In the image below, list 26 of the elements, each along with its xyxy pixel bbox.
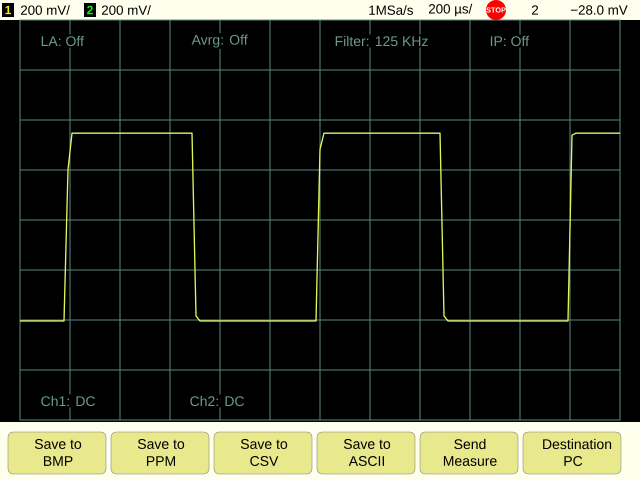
text: Ch1: DC (41, 396, 96, 406)
text: 200 mV/ (102, 5, 151, 15)
text: LA: Off (42, 36, 84, 46)
text: 2 (87, 6, 93, 14)
text: 200 µs/ (428, 4, 472, 16)
text: 1 (5, 6, 11, 14)
text: IP: Off (490, 36, 530, 46)
text: PC (564, 456, 582, 466)
text: BMP (44, 456, 72, 466)
text: PPM (146, 456, 176, 466)
text: 1MSa/s (369, 5, 413, 15)
text: Avrg: Off (192, 34, 248, 48)
text: ASCII (348, 456, 384, 466)
text: Send (454, 438, 486, 450)
text: Save to (34, 439, 82, 449)
text: 200 mV/ (20, 5, 70, 15)
text: Measure (444, 456, 497, 466)
text: Filter: 125 KHz (336, 36, 428, 46)
text: Save to (138, 439, 184, 449)
text: Ch2: DC (190, 396, 244, 406)
text: Save to (240, 439, 288, 449)
text: −28.0 mV (570, 5, 628, 15)
text: 2 (532, 5, 538, 15)
text: Destination (543, 438, 612, 450)
text: CSV (250, 456, 278, 466)
text: Save to (344, 439, 390, 449)
